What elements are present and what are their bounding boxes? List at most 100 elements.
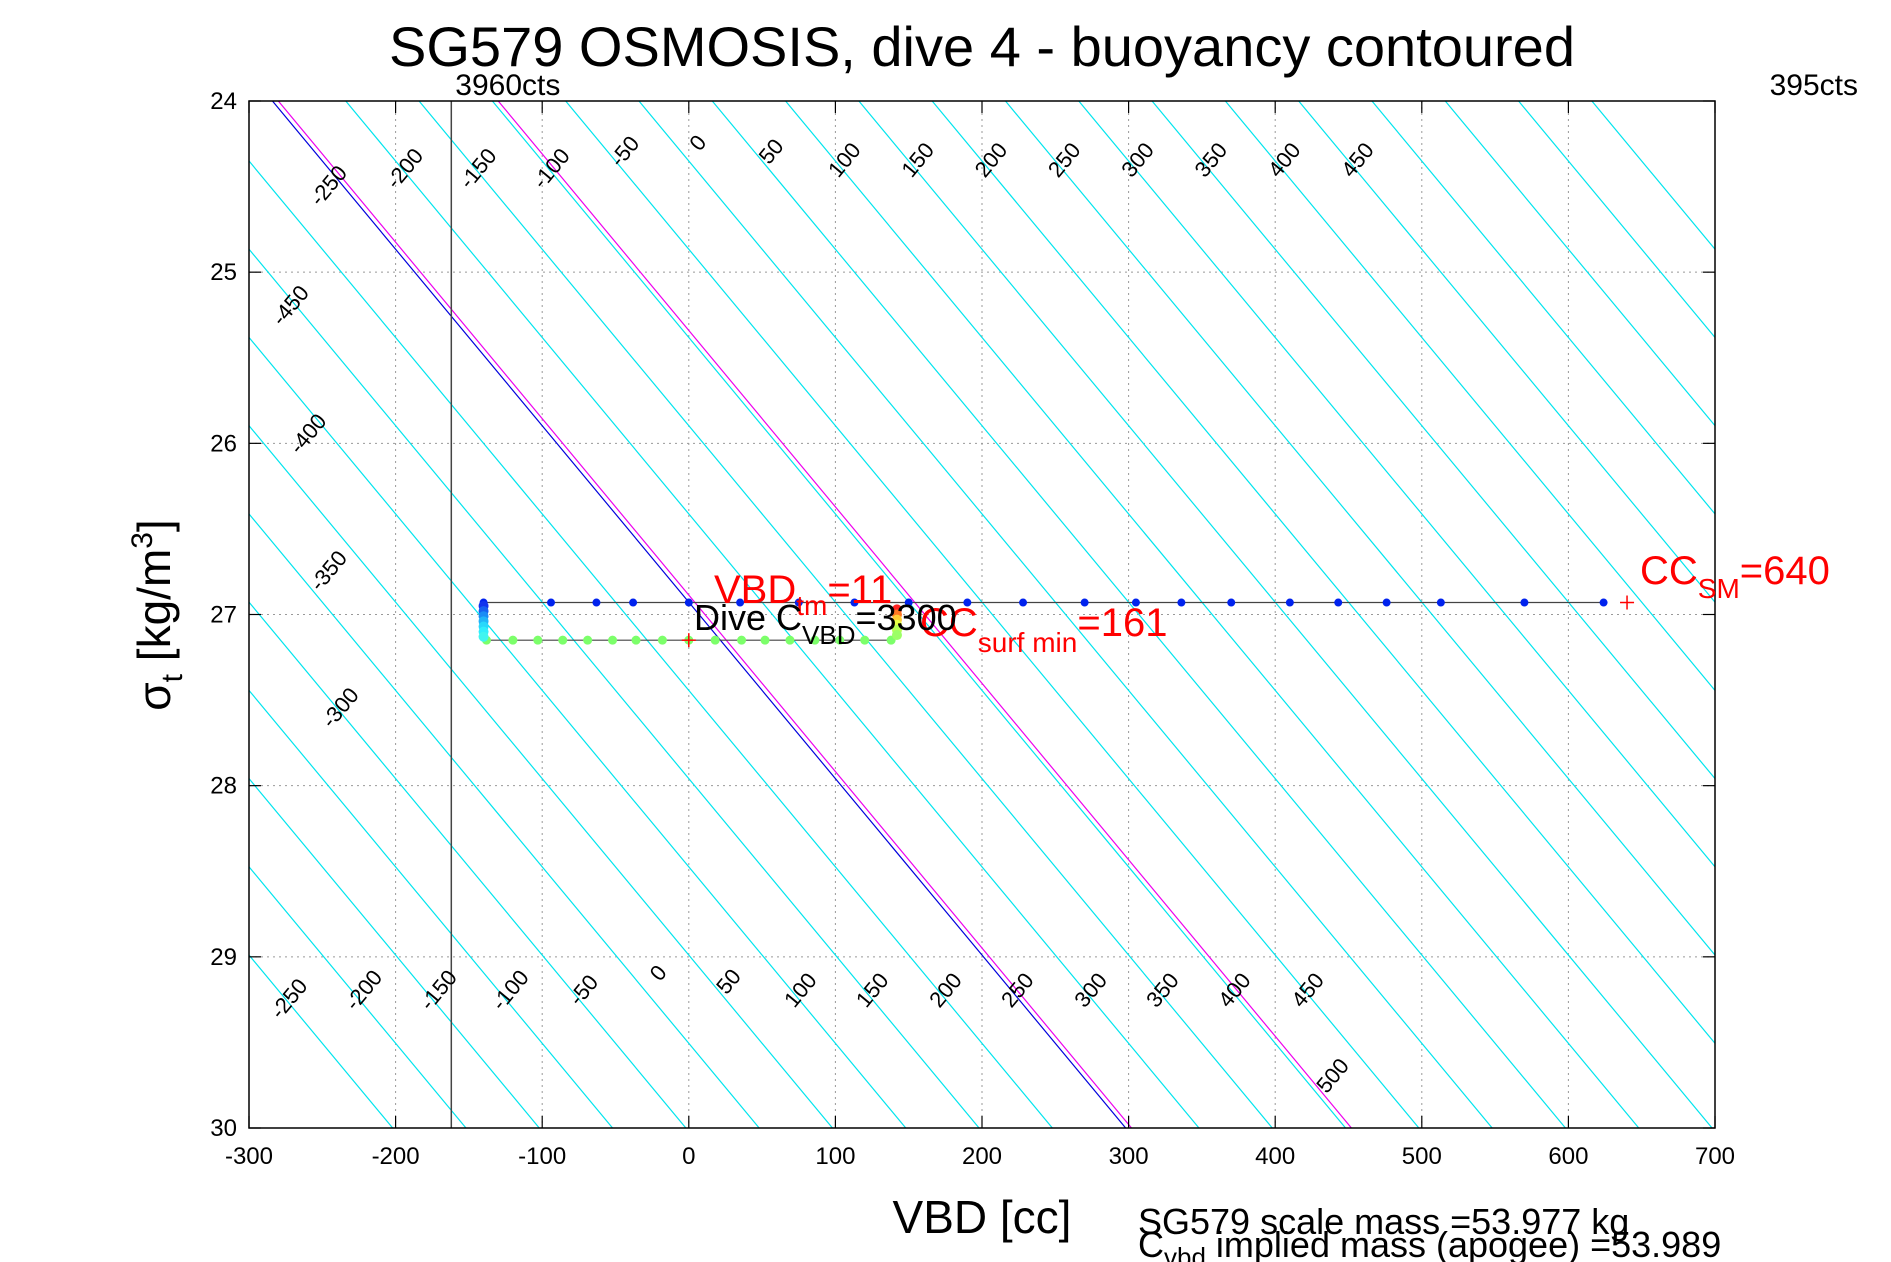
annotation-cc-surf-value: =161 bbox=[1077, 601, 1167, 645]
dive-point bbox=[592, 598, 601, 607]
limit-lines bbox=[450, 101, 453, 1128]
dive-point bbox=[546, 598, 555, 607]
climb-point bbox=[760, 635, 770, 645]
dive-point bbox=[1080, 598, 1089, 607]
x-tick-label: 100 bbox=[815, 1143, 855, 1170]
dive-point bbox=[736, 598, 745, 607]
y-tick-label: 30 bbox=[210, 1115, 237, 1142]
x-tick-label: 0 bbox=[682, 1143, 695, 1170]
y-label-base: σ bbox=[128, 682, 180, 710]
dive-point bbox=[1227, 598, 1236, 607]
y-label-rest: [kg/m bbox=[128, 549, 180, 674]
contour-line bbox=[1518, 101, 1715, 339]
footer-implied-sub: vbd bbox=[1164, 1242, 1206, 1262]
y-axis-label: σt [kg/m3] bbox=[126, 519, 189, 710]
annotation-cc-surf-min: CCsurf min=161 bbox=[920, 601, 1167, 658]
footer-implied-base: C bbox=[1138, 1224, 1164, 1262]
annotation-cc-sm: CCSM=640 bbox=[1640, 549, 1830, 604]
contour-line bbox=[638, 101, 1493, 1128]
climb-point bbox=[810, 635, 820, 645]
y-tick-label: 24 bbox=[210, 88, 237, 115]
footer-implied-rest: implied mass (apogee) =53.989 bbox=[1206, 1224, 1721, 1262]
annotation-vbd-tm: VBDtm=11 bbox=[714, 568, 892, 621]
dive-point bbox=[1334, 598, 1343, 607]
annotation-cc-sm-value: =640 bbox=[1740, 549, 1830, 593]
contour-line bbox=[1444, 101, 1715, 427]
climb-point bbox=[657, 635, 667, 645]
climb-point bbox=[710, 635, 720, 645]
contour-line bbox=[565, 101, 1420, 1128]
dive-point bbox=[1436, 598, 1445, 607]
annotation-dive-c-vbd: Dive CVBD=3300 bbox=[694, 597, 957, 650]
climb-point bbox=[631, 635, 641, 645]
annotation-vbd-tm-base: VBD bbox=[714, 568, 796, 612]
dive-point bbox=[794, 598, 803, 607]
contour-line bbox=[271, 101, 1127, 1128]
y-tick-label: 28 bbox=[210, 773, 237, 800]
x-tick-label: -300 bbox=[225, 1143, 273, 1170]
climb-point bbox=[583, 635, 593, 645]
dive-point bbox=[963, 598, 972, 607]
limit-label-high: 395cts bbox=[1770, 69, 1858, 102]
x-tick-label: 700 bbox=[1695, 1143, 1735, 1170]
contour-line bbox=[249, 689, 614, 1128]
x-tick-label: 400 bbox=[1255, 1143, 1295, 1170]
y-tick-label: 27 bbox=[210, 602, 237, 629]
x-tick-label: 600 bbox=[1548, 1143, 1588, 1170]
contour-line bbox=[249, 512, 760, 1128]
contour-line bbox=[931, 101, 1715, 1045]
annotation-vbd-tm-sub: tm bbox=[796, 590, 827, 621]
highlight-contour-line bbox=[277, 101, 1132, 1128]
climb-point bbox=[785, 635, 795, 645]
annotation-dive-c-base: Dive C bbox=[694, 597, 802, 638]
grid bbox=[249, 101, 1715, 1128]
highlight-contour-line bbox=[497, 101, 1352, 1128]
climb-point bbox=[835, 635, 845, 645]
contour-line bbox=[1371, 101, 1715, 515]
annotation-cc-sm-base: CC bbox=[1640, 549, 1698, 593]
x-tick-label: -100 bbox=[518, 1143, 566, 1170]
dive-point bbox=[1019, 598, 1028, 607]
x-tick-label: 500 bbox=[1402, 1143, 1442, 1170]
dive-point bbox=[1599, 598, 1608, 607]
contour-line bbox=[785, 101, 1640, 1128]
contour-line bbox=[858, 101, 1713, 1128]
x-tick-label: 300 bbox=[1109, 1143, 1149, 1170]
annotation-dive-c-sub: VBD bbox=[802, 620, 855, 650]
transition-point bbox=[891, 630, 902, 641]
y-tick-label: 25 bbox=[210, 259, 237, 286]
annotation-cc-surf-base: CC bbox=[920, 601, 978, 645]
contour-line bbox=[249, 160, 1053, 1128]
climb-point bbox=[558, 635, 568, 645]
data-series bbox=[478, 595, 1635, 648]
contour-line bbox=[1004, 101, 1715, 957]
footer-scale-mass: SG579 scale mass =53.977 kg bbox=[1138, 1201, 1629, 1242]
y-tick-label: 29 bbox=[210, 944, 237, 971]
footer-implied-mass: Cvbd implied mass (apogee) =53.989 bbox=[1138, 1224, 1721, 1262]
contour-line bbox=[249, 865, 467, 1128]
contour-line bbox=[418, 101, 1273, 1128]
dive-point bbox=[684, 598, 693, 607]
climb-point bbox=[608, 635, 618, 645]
x-axis: -300 -200 -100 0 100 200 300 400 500 600 700 bbox=[225, 101, 1735, 1170]
x-axis-label: VBD [cc] bbox=[893, 1191, 1072, 1243]
transition-point bbox=[478, 631, 489, 642]
dive-point bbox=[1520, 598, 1529, 607]
x-tick-label: -200 bbox=[372, 1143, 420, 1170]
contour-line bbox=[249, 424, 833, 1128]
contour-line bbox=[1078, 101, 1715, 868]
contour-line bbox=[491, 101, 1347, 1128]
y-label-sup: 3 bbox=[126, 532, 159, 549]
dive-point bbox=[904, 598, 913, 607]
climb-point bbox=[737, 635, 747, 645]
dive-point bbox=[1177, 598, 1186, 607]
climb-point bbox=[508, 635, 518, 645]
contour-line bbox=[1298, 101, 1715, 604]
y-axis: 24 25 26 27 28 29 30 bbox=[210, 88, 1715, 1142]
contour-line bbox=[711, 101, 1566, 1128]
dive-point bbox=[629, 598, 638, 607]
contour-lines bbox=[249, 101, 1715, 1128]
x-tick-label: 200 bbox=[962, 1143, 1002, 1170]
contour-line bbox=[249, 777, 540, 1128]
